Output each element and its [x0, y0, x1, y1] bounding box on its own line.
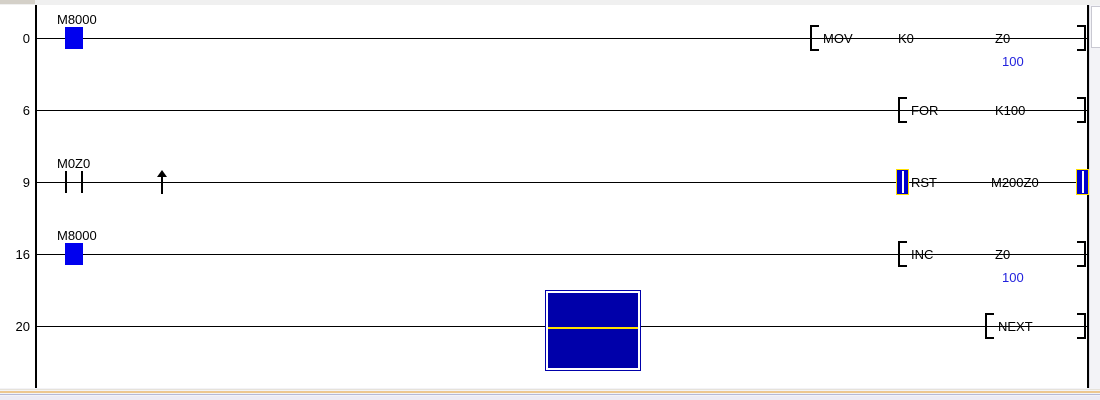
rung-step-number: 16: [15, 247, 30, 262]
monitor-value: 100: [1002, 270, 1024, 285]
instruction-mnemonic[interactable]: NEXT: [998, 319, 1033, 334]
instruction-operand[interactable]: Z0: [995, 247, 1011, 262]
hscroll-line-1: [0, 389, 1100, 390]
ladder-canvas[interactable]: 0 M8000 MOV K0 Z0 100 6 FOR K100 9 M0Z0: [0, 5, 1090, 388]
instruction-mnemonic[interactable]: FOR: [911, 103, 939, 118]
instruction-operand[interactable]: K100: [995, 103, 1026, 118]
contact-label: M8000: [57, 12, 97, 27]
instruction-operand[interactable]: M200Z0: [991, 175, 1039, 190]
rung-line: [36, 110, 1087, 111]
instruction-bracket-left: [810, 25, 819, 51]
instruction-bracket-left-selected[interactable]: [896, 169, 909, 195]
instruction-bracket-left: [898, 241, 907, 267]
contact-label: M0Z0: [57, 156, 91, 171]
contact-bar-right: [81, 171, 83, 193]
hscroll-line-3: [0, 394, 1100, 395]
contact-bar-left: [65, 171, 67, 193]
instruction-bracket-right: [1077, 241, 1086, 267]
rung-step-number: 0: [22, 31, 30, 46]
rung-step-number: 20: [15, 319, 30, 334]
rung-line: [36, 38, 1087, 39]
instruction-mnemonic[interactable]: RST: [911, 175, 937, 190]
instruction-bracket-right: [1077, 313, 1086, 339]
monitor-value: 100: [1002, 54, 1024, 69]
caret-stem: [161, 172, 163, 194]
instruction-mnemonic[interactable]: MOV: [823, 31, 853, 46]
rung-line: [36, 254, 1087, 255]
instruction-bracket-left: [898, 97, 907, 123]
selection-midline: [548, 327, 638, 329]
instruction-operand[interactable]: K0: [898, 31, 914, 46]
rung-step-number: 6: [22, 103, 30, 118]
vertical-scrollbar-thumb[interactable]: [1091, 6, 1100, 48]
bracket-slit: [1082, 171, 1084, 193]
right-power-rail: [1087, 5, 1089, 388]
rung-step-number: 9: [22, 175, 30, 190]
rung-line: [36, 182, 1087, 183]
contact-label: M8000: [57, 228, 97, 243]
instruction-bracket-right: [1077, 25, 1086, 51]
instruction-mnemonic[interactable]: INC: [911, 247, 934, 262]
edit-caret: [155, 170, 169, 194]
instruction-operand[interactable]: Z0: [995, 31, 1011, 46]
left-power-rail: [35, 5, 37, 388]
horizontal-scrollbar[interactable]: [0, 388, 1100, 400]
contact-m8000-on[interactable]: [65, 243, 83, 265]
top-strip-corner: [0, 0, 35, 4]
hscroll-line-4: [0, 396, 1100, 400]
selection-block[interactable]: [545, 290, 641, 371]
instruction-bracket-left: [985, 313, 994, 339]
vertical-scrollbar[interactable]: [1089, 5, 1100, 388]
instruction-bracket-right: [1077, 97, 1086, 123]
bracket-slit: [902, 171, 904, 193]
contact-m8000-on[interactable]: [65, 27, 83, 49]
hscroll-line-2: [0, 391, 1100, 393]
contact-m0z0-off[interactable]: [65, 171, 83, 193]
instruction-bracket-right-selected[interactable]: [1076, 169, 1089, 195]
